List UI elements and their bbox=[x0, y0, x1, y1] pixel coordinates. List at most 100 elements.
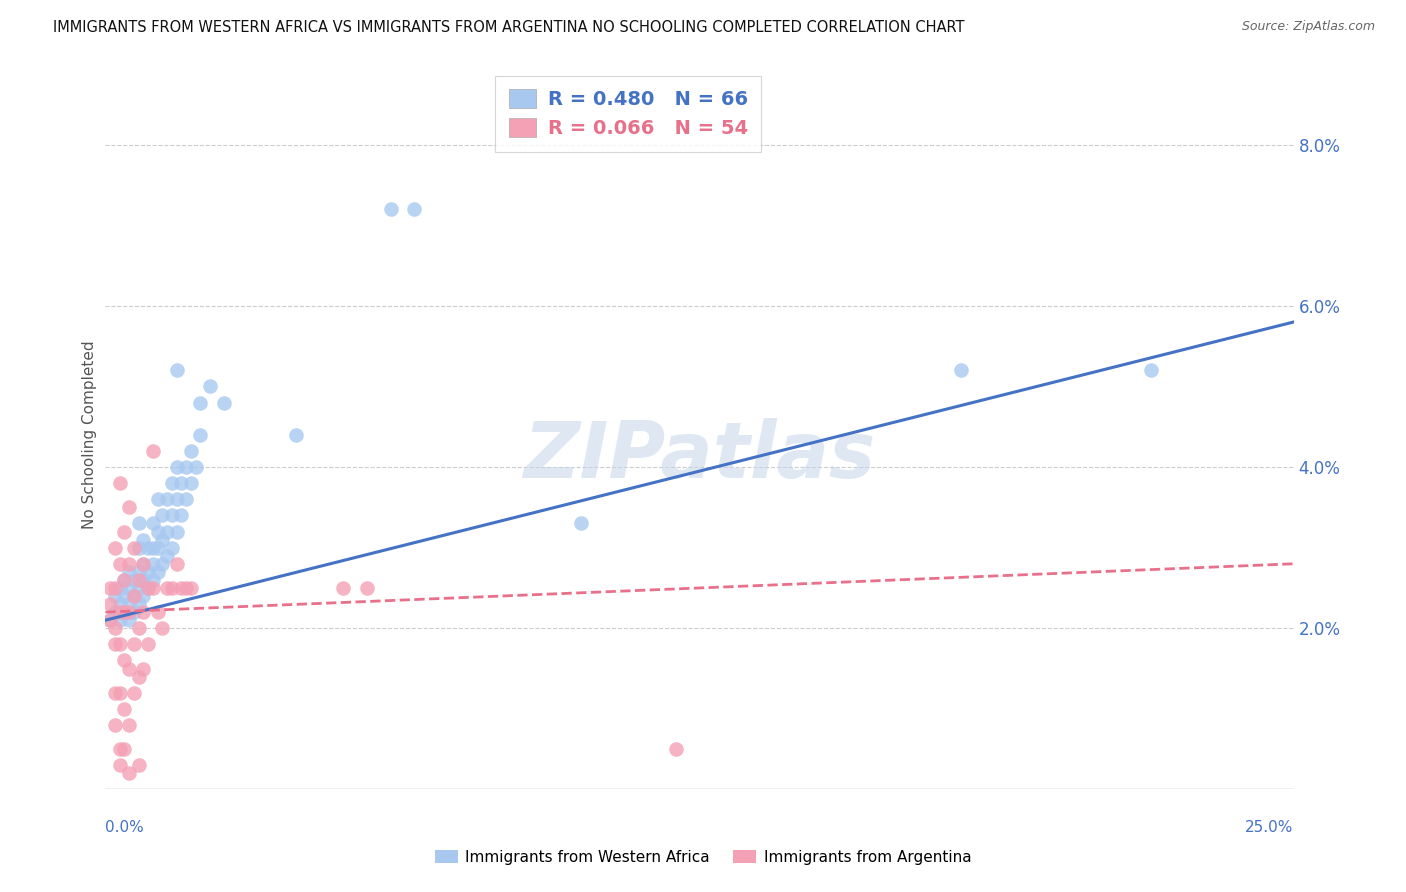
Point bbox=[146, 541, 169, 555]
Point bbox=[190, 395, 212, 409]
Point bbox=[122, 605, 145, 619]
Point bbox=[152, 508, 174, 523]
Point bbox=[170, 508, 193, 523]
Point bbox=[128, 758, 150, 772]
Point bbox=[122, 589, 145, 603]
Point bbox=[108, 758, 131, 772]
Point bbox=[114, 605, 136, 619]
Point bbox=[108, 613, 131, 627]
Point bbox=[108, 597, 131, 611]
Point bbox=[569, 516, 592, 531]
Point bbox=[114, 573, 136, 587]
Y-axis label: No Schooling Completed: No Schooling Completed bbox=[82, 341, 97, 529]
Point bbox=[104, 541, 127, 555]
Point bbox=[128, 573, 150, 587]
Legend: R = 0.480   N = 66, R = 0.066   N = 54: R = 0.480 N = 66, R = 0.066 N = 54 bbox=[495, 76, 761, 152]
Point bbox=[114, 589, 136, 603]
Point bbox=[128, 621, 150, 635]
Point bbox=[118, 766, 141, 780]
Point bbox=[118, 613, 141, 627]
Point bbox=[152, 621, 174, 635]
Point bbox=[128, 597, 150, 611]
Point bbox=[98, 581, 121, 595]
Point bbox=[118, 500, 141, 515]
Point bbox=[108, 686, 131, 700]
Point bbox=[152, 557, 174, 571]
Point bbox=[146, 565, 169, 579]
Point bbox=[156, 492, 179, 507]
Point bbox=[160, 508, 183, 523]
Text: 25.0%: 25.0% bbox=[1246, 821, 1294, 835]
Point bbox=[122, 589, 145, 603]
Point bbox=[214, 395, 236, 409]
Point bbox=[114, 742, 136, 756]
Point bbox=[104, 581, 127, 595]
Point bbox=[142, 516, 165, 531]
Point bbox=[114, 605, 136, 619]
Point bbox=[118, 605, 141, 619]
Point bbox=[166, 492, 188, 507]
Point bbox=[166, 363, 188, 377]
Point bbox=[132, 557, 155, 571]
Point bbox=[98, 597, 121, 611]
Point bbox=[146, 524, 169, 539]
Text: IMMIGRANTS FROM WESTERN AFRICA VS IMMIGRANTS FROM ARGENTINA NO SCHOOLING COMPLET: IMMIGRANTS FROM WESTERN AFRICA VS IMMIGR… bbox=[53, 20, 965, 35]
Point bbox=[122, 541, 145, 555]
Point bbox=[146, 492, 169, 507]
Point bbox=[108, 476, 131, 491]
Point bbox=[118, 565, 141, 579]
Point bbox=[160, 541, 183, 555]
Point bbox=[108, 581, 131, 595]
Point bbox=[118, 661, 141, 675]
Point bbox=[332, 581, 354, 595]
Text: ZIPatlas: ZIPatlas bbox=[523, 418, 876, 494]
Point bbox=[166, 557, 188, 571]
Point bbox=[190, 428, 212, 442]
Point bbox=[136, 541, 159, 555]
Point bbox=[98, 613, 121, 627]
Point bbox=[132, 533, 155, 547]
Point bbox=[198, 379, 221, 393]
Point bbox=[170, 476, 193, 491]
Point bbox=[136, 581, 159, 595]
Point bbox=[118, 557, 141, 571]
Point bbox=[180, 476, 202, 491]
Point bbox=[132, 661, 155, 675]
Point bbox=[142, 557, 165, 571]
Point bbox=[108, 605, 131, 619]
Point bbox=[128, 516, 150, 531]
Point bbox=[128, 541, 150, 555]
Point bbox=[170, 581, 193, 595]
Point bbox=[114, 573, 136, 587]
Point bbox=[160, 581, 183, 595]
Point bbox=[114, 702, 136, 716]
Legend: Immigrants from Western Africa, Immigrants from Argentina: Immigrants from Western Africa, Immigran… bbox=[429, 844, 977, 871]
Point bbox=[156, 549, 179, 563]
Text: 0.0%: 0.0% bbox=[105, 821, 145, 835]
Point bbox=[98, 613, 121, 627]
Point bbox=[180, 444, 202, 458]
Point bbox=[108, 742, 131, 756]
Point bbox=[122, 637, 145, 651]
Point bbox=[114, 653, 136, 667]
Point bbox=[142, 444, 165, 458]
Point bbox=[128, 565, 150, 579]
Point bbox=[284, 428, 307, 442]
Point bbox=[118, 597, 141, 611]
Point bbox=[174, 460, 197, 475]
Point bbox=[156, 524, 179, 539]
Point bbox=[380, 202, 402, 217]
Point bbox=[949, 363, 972, 377]
Point bbox=[174, 581, 197, 595]
Point bbox=[132, 589, 155, 603]
Point bbox=[1140, 363, 1163, 377]
Point bbox=[180, 581, 202, 595]
Point bbox=[118, 718, 141, 732]
Point bbox=[184, 460, 207, 475]
Point bbox=[136, 637, 159, 651]
Point bbox=[104, 589, 127, 603]
Text: Source: ZipAtlas.com: Source: ZipAtlas.com bbox=[1241, 20, 1375, 33]
Point bbox=[122, 573, 145, 587]
Point bbox=[156, 581, 179, 595]
Point bbox=[142, 581, 165, 595]
